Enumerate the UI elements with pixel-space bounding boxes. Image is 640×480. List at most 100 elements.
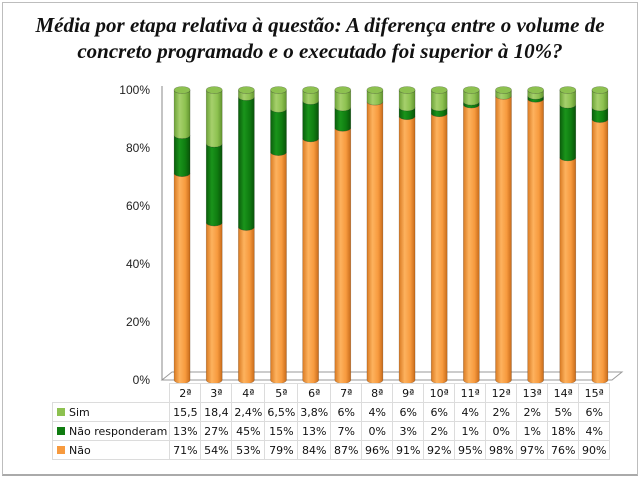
bar-top-cap	[366, 86, 384, 94]
bar-top-cap	[430, 86, 448, 94]
data-label: 96%	[361, 440, 394, 460]
bar-top-cap	[270, 86, 287, 94]
bar-segment-nao: Não 6ª: 84%	[302, 138, 319, 384]
table-row: Sim 15,5 18,4 2,4% 6,5% 3,8% 6% 4% 6% 6% 4% 2% 2% 5% 6…	[51, 402, 611, 422]
data-label: 4%	[361, 402, 394, 422]
bar-segment-sim: Sim 2ª: 15,5	[173, 89, 191, 139]
legend-entry: Não responderam	[51, 421, 171, 441]
bar-segment-nao: Não 2ª: 71%	[173, 172, 191, 384]
data-label: 0%	[485, 421, 518, 441]
x-tick-label: 2ª	[169, 383, 202, 403]
table-row: Não responderam 13% 27% 45% 15% 13% 7% 0% 3% 2% 1%…	[51, 421, 611, 441]
bar-segment-nao: Não 5ª: 79%	[270, 151, 287, 384]
bar-stack: Não 13ª: 97%Não responderam 13ª: 1%Sim 1…	[527, 86, 544, 384]
data-label: 27%	[200, 421, 233, 441]
bar-segment-nao: Não 3ª: 54%	[205, 222, 223, 384]
bar-top-cap	[205, 86, 223, 94]
bar-segment-nao: Não 9ª: 91%	[398, 116, 416, 384]
data-label: 13%	[169, 421, 202, 441]
legend-entry: Sim	[51, 402, 171, 422]
bar-segment-nao-responderam: Não responderam 3ª: 27%	[205, 143, 223, 227]
data-label: 71%	[169, 440, 202, 460]
data-label: 6%	[330, 402, 363, 422]
bar-segment-nao-responderam: Não responderam 14ª: 18%	[559, 104, 577, 162]
data-label: 2%	[485, 402, 518, 422]
bar-stack: Não 7ª: 87%Não responderam 7ª: 7%Sim 7ª:…	[334, 86, 352, 384]
data-label: 92%	[423, 440, 456, 460]
data-label: 1%	[516, 421, 549, 441]
bar-segment-nao: Não 10ª: 92%	[430, 113, 448, 384]
data-label: 6%	[392, 402, 425, 422]
x-tick-label: 11ª	[454, 383, 487, 403]
bar-stack: Não 10ª: 92%Não responderam 10ª: 2%Sim 1…	[430, 86, 448, 384]
bar-segment-nao: Não 8ª: 96%	[366, 101, 384, 384]
bar-segment-nao: Não 12ª: 98%	[495, 95, 512, 384]
bar-segment-nao: Não 11ª: 95%	[463, 104, 480, 384]
x-tick-label: 12ª	[485, 383, 518, 403]
bar-stack: Não 8ª: 96%Sim 8ª: 4%	[366, 86, 384, 384]
x-tick-label: 4ª	[231, 383, 266, 403]
stacked-bar-chart: 0%20%40%60%80%100% Não 2ª: 71%Não respon…	[119, 83, 624, 387]
data-label: 90%	[578, 440, 611, 460]
bar-segment-nao-responderam: Não responderam 4ª: 45%	[238, 96, 255, 231]
bar-stack: Não 5ª: 79%Não responderam 5ª: 15%Sim 5ª…	[270, 86, 287, 384]
bar-top-cap	[463, 86, 480, 94]
bar-stack: Não 15ª: 90%Não responderam 15ª: 4%Sim 1…	[591, 86, 609, 384]
data-label: 97%	[516, 440, 549, 460]
bar-top-cap	[302, 86, 319, 94]
x-tick-label: 6ª	[297, 383, 332, 403]
chart-title: Média por etapa relativa à questão: A di…	[0, 12, 640, 64]
table-header-row: 2ª 3ª 4ª 5ª 6ª 7ª 8ª 9ª 10ª 11ª 12ª 13ª 14ª 15ª	[52, 383, 611, 403]
bar-segment-nao: Não 14ª: 76%	[559, 157, 577, 384]
legend-swatch	[57, 426, 65, 435]
bar-segment-nao: Não 4ª: 53%	[238, 226, 255, 384]
legend-entry: Não	[51, 440, 171, 460]
bar-top-cap	[495, 86, 512, 94]
bar-top-cap	[173, 86, 191, 94]
y-tick-label: 40%	[126, 257, 150, 271]
data-label: 6%	[423, 402, 456, 422]
data-label: 15%	[264, 421, 299, 441]
chart-title-line-1: Média por etapa relativa à questão: A di…	[35, 13, 605, 37]
data-label: 2%	[516, 402, 549, 422]
legend-label: Não responderam	[69, 424, 168, 438]
data-label: 15,5	[169, 402, 202, 422]
data-label: 7%	[330, 421, 363, 441]
data-label: 95%	[454, 440, 487, 460]
legend-swatch	[57, 445, 65, 454]
bar-stack: Não 12ª: 98%Sim 12ª: 2%	[495, 86, 512, 384]
y-tick-label: 20%	[126, 315, 150, 329]
legend-label: Sim	[69, 405, 90, 419]
data-label: 54%	[200, 440, 233, 460]
x-tick-label: 8ª	[361, 383, 394, 403]
y-tick-label: 100%	[119, 83, 150, 97]
x-tick-label: 10ª	[423, 383, 456, 403]
data-label: 6,5%	[264, 402, 299, 422]
data-label: 2%	[423, 421, 456, 441]
bar-top-cap	[527, 86, 544, 94]
data-label: 91%	[392, 440, 425, 460]
bar-top-cap	[334, 86, 352, 94]
data-label: 5%	[547, 402, 580, 422]
data-label: 76%	[547, 440, 580, 460]
data-label: 84%	[297, 440, 332, 460]
bar-stack: Não 3ª: 54%Não responderam 3ª: 27%Sim 3ª…	[205, 86, 223, 384]
data-label: 3,8%	[297, 402, 332, 422]
x-tick-label: 7ª	[330, 383, 363, 403]
data-label: 4%	[454, 402, 487, 422]
bar-top-cap	[238, 86, 255, 94]
x-tick-label: 15ª	[578, 383, 611, 403]
table-corner	[52, 383, 171, 403]
bar-stack: Não 6ª: 84%Não responderam 6ª: 13%Sim 6ª…	[302, 86, 319, 384]
bar-segment-nao: Não 13ª: 97%	[527, 98, 544, 384]
table-row: Não 71% 54% 53% 79% 84% 87% 96% 91% 92% 95% 98% 97% 7…	[51, 440, 611, 460]
x-tick-label: 13ª	[516, 383, 549, 403]
y-tick-label: 80%	[126, 141, 150, 155]
chart-floor	[160, 371, 624, 381]
data-label: 18,4	[200, 402, 233, 422]
bar-segment-nao-responderam: Não responderam 2ª: 13%	[173, 135, 191, 177]
x-tick-label: 3ª	[200, 383, 233, 403]
data-label: 45%	[231, 421, 266, 441]
legend-swatch	[57, 407, 65, 416]
